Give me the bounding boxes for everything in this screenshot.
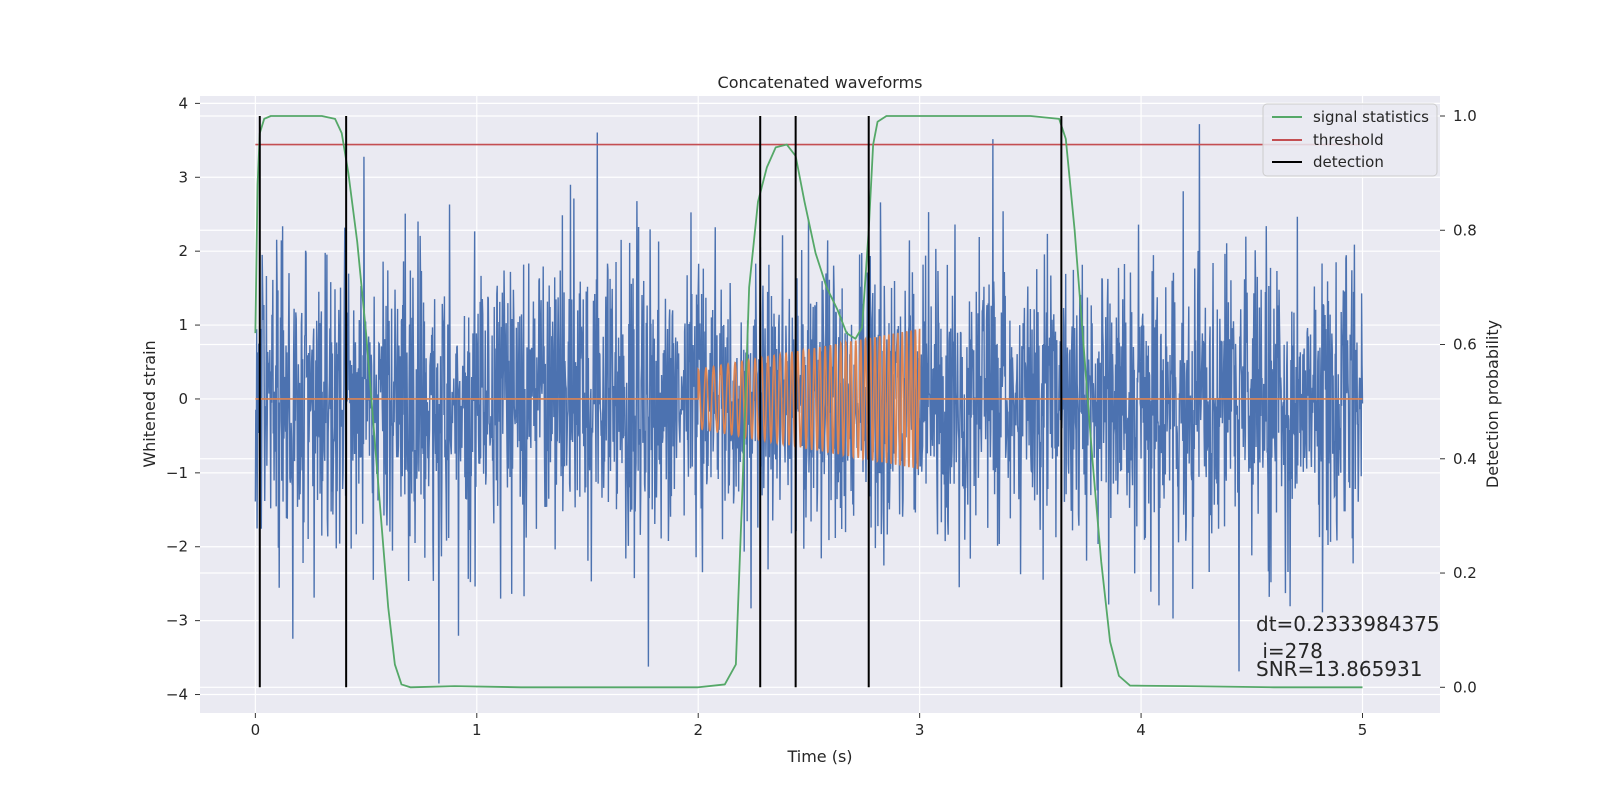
- axis-ticks: 0 1 2 3 4 5 −4 −3 −2 −1 0 1 2 3 4 0.0 0.2 0.4 0.6 0.8 1.0: [166, 94, 1477, 739]
- x-tick-label: 0: [251, 721, 261, 739]
- y-axis-label: Whitened strain: [140, 340, 159, 467]
- y2-tick-label: 0.0: [1453, 678, 1477, 696]
- x-axis-label: Time (s): [786, 747, 852, 766]
- annotation-snr: SNR=13.865931: [1256, 657, 1422, 681]
- legend: signal statistics threshold detection: [1262, 103, 1438, 177]
- x-tick-label: 3: [915, 721, 925, 739]
- x-tick-label: 4: [1136, 721, 1146, 739]
- signal-statistics-line: [254, 115, 1363, 689]
- legend-label-signal-statistics: signal statistics: [1313, 108, 1429, 126]
- x-tick-label: 1: [472, 721, 482, 739]
- legend-label-threshold: threshold: [1313, 131, 1384, 149]
- y2-tick-label: 0.8: [1453, 221, 1477, 239]
- y-tick-label: −4: [166, 686, 188, 704]
- y2-tick-label: 0.6: [1453, 336, 1477, 354]
- x-tick-label: 5: [1358, 721, 1368, 739]
- y-tick-label: 4: [178, 94, 188, 112]
- y2-tick-label: 1.0: [1453, 107, 1477, 125]
- y2-tick-label: 0.2: [1453, 564, 1477, 582]
- y-tick-label: 1: [178, 316, 188, 334]
- y-tick-label: −1: [166, 464, 188, 482]
- y2-axis-label: Detection probability: [1483, 320, 1502, 488]
- y-tick-label: −2: [166, 538, 188, 556]
- y-tick-label: 3: [178, 168, 188, 186]
- annotation-index: i=278: [1256, 639, 1323, 663]
- annotation-dt: dt=0.2333984375: [1256, 612, 1440, 636]
- y-tick-label: 2: [178, 242, 188, 260]
- plot-area: [254, 115, 1364, 689]
- chart-title: Concatenated waveforms: [718, 73, 923, 92]
- y-tick-label: 0: [178, 390, 188, 408]
- injected-chirp-line: [255, 328, 1363, 470]
- legend-box: [1262, 103, 1438, 177]
- y-tick-label: −3: [166, 612, 188, 630]
- y2-tick-label: 0.4: [1453, 450, 1477, 468]
- legend-label-detection: detection: [1313, 153, 1384, 171]
- x-tick-label: 2: [693, 721, 703, 739]
- strain-noise-line: [254, 124, 1364, 684]
